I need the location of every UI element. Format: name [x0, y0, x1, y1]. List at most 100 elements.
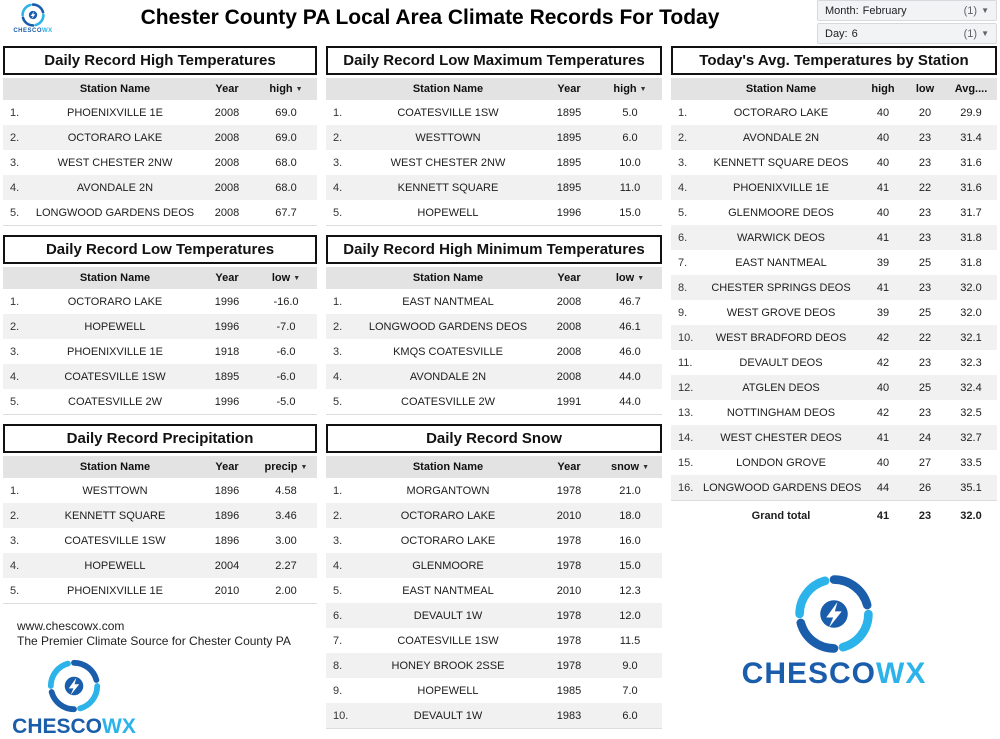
table-cell: 1985 — [556, 684, 582, 697]
column-header[interactable]: high ▼ — [255, 78, 317, 100]
column-header[interactable]: high ▼ — [598, 78, 662, 100]
table-cell: 42 — [876, 406, 890, 419]
sort-arrow-icon: ▼ — [295, 86, 303, 93]
record-precip-card: Daily Record Precipitation Station Name Y… — [3, 424, 317, 604]
table-cell: 1983 — [556, 709, 582, 722]
column-header[interactable]: Year — [540, 78, 598, 100]
table-row: 4. AVONDALE 2N 2008 68.0 — [3, 175, 317, 200]
table-cell: 23 — [918, 206, 932, 219]
table-cell: 2008 — [556, 345, 582, 358]
column-header[interactable] — [3, 456, 31, 478]
table-row: 10. WEST BRADFORD DEOS 42 22 32.1 — [671, 325, 997, 350]
table-cell: HONEY BROOK 2SSE — [391, 659, 505, 672]
table-row: 2. OCTORARO LAKE 2008 69.0 — [3, 125, 317, 150]
table-cell: 5. — [10, 395, 20, 408]
table-cell: 27 — [918, 456, 932, 469]
table-cell: 3. — [333, 534, 343, 547]
table-cell: 10. — [678, 331, 694, 344]
column-header[interactable] — [326, 78, 356, 100]
table-cell: 2008 — [556, 370, 582, 383]
table-cell: 46.7 — [619, 295, 641, 308]
table-cell: AVONDALE 2N — [409, 370, 487, 383]
table-cell: WEST CHESTER 2NW — [390, 156, 506, 169]
table-row: 7. EAST NANTMEAL 39 25 31.8 — [671, 250, 997, 275]
table-cell: 23 — [918, 156, 932, 169]
column-header[interactable] — [3, 267, 31, 289]
table-cell: 40 — [876, 381, 890, 394]
table-title: Daily Record High Minimum Temperatures — [326, 235, 662, 264]
table-cell: 11.0 — [619, 181, 641, 194]
column-header[interactable] — [3, 78, 31, 100]
table-cell: 1978 — [556, 484, 582, 497]
table-cell: 9. — [678, 306, 688, 319]
column-header[interactable]: snow ▼ — [598, 456, 662, 478]
record-snow-card: Daily Record Snow Station Name Year snow ▼ … — [326, 424, 662, 729]
table-cell: 41 — [876, 281, 890, 294]
column-header[interactable]: low ▼ — [255, 267, 317, 289]
column-header[interactable]: Year — [199, 78, 255, 100]
table-row: 1. OCTORARO LAKE 1996 -16.0 — [3, 289, 317, 314]
table-cell: WARWICK DEOS — [736, 231, 825, 244]
sort-arrow-icon: ▼ — [639, 86, 647, 93]
table-cell: 23 — [918, 356, 932, 369]
table-cell: EAST NANTMEAL — [402, 295, 494, 308]
table-cell: 10.0 — [619, 156, 641, 169]
column-header[interactable]: Avg.... — [945, 78, 997, 100]
column-header[interactable]: Year — [540, 456, 598, 478]
column-header[interactable]: Station Name — [31, 267, 199, 289]
column-header[interactable]: Station Name — [356, 456, 540, 478]
month-filter[interactable]: Month: February (1) ▼ — [817, 0, 997, 21]
table-cell: AVONDALE 2N — [76, 181, 154, 194]
table-row: 11. DEVAULT DEOS 42 23 32.3 — [671, 350, 997, 375]
column-header[interactable]: Station Name — [31, 456, 199, 478]
column-header[interactable]: Station Name — [356, 78, 540, 100]
column-header[interactable]: Year — [199, 456, 255, 478]
column-header[interactable] — [326, 456, 356, 478]
table-cell: 1. — [333, 295, 343, 308]
column-header[interactable]: low ▼ — [598, 267, 662, 289]
table-row: 2. HOPEWELL 1996 -7.0 — [3, 314, 317, 339]
table-cell: 32.0 — [960, 281, 982, 294]
table-row: 4. PHOENIXVILLE 1E 41 22 31.6 — [671, 175, 997, 200]
column-header[interactable]: low — [905, 78, 945, 100]
table-cell: 1. — [333, 484, 343, 497]
chescowx-logo-small: CHESCOWX — [12, 2, 54, 35]
table-cell: 3. — [678, 156, 688, 169]
site-footer: www.chescowx.com The Premier Climate Sou… — [3, 613, 317, 649]
column-header[interactable]: high — [861, 78, 905, 100]
table-cell: DEVAULT 1W — [413, 609, 483, 622]
table-cell: PHOENIXVILLE 1E — [67, 106, 163, 119]
table-cell: PHOENIXVILLE 1E — [733, 181, 829, 194]
table-cell: 1895 — [556, 131, 582, 144]
table-cell: WEST BRADFORD DEOS — [715, 331, 847, 344]
table-cell: NOTTINGHAM DEOS — [726, 406, 836, 419]
table-cell: 1996 — [214, 395, 240, 408]
column-header[interactable] — [326, 267, 356, 289]
column-header[interactable]: Station Name — [356, 267, 540, 289]
table-cell: 12.0 — [619, 609, 641, 622]
record-high-card: Daily Record High Temperatures Station N… — [3, 46, 317, 226]
column-header[interactable]: Year — [540, 267, 598, 289]
table-cell: 16.0 — [619, 534, 641, 547]
column-header[interactable]: Year — [199, 267, 255, 289]
table-cell: 44.0 — [619, 395, 641, 408]
table-cell: 8. — [333, 659, 343, 672]
table-row: 8. CHESTER SPRINGS DEOS 41 23 32.0 — [671, 275, 997, 300]
table-cell: 25 — [918, 306, 932, 319]
table-cell: 69.0 — [275, 131, 297, 144]
column-header[interactable]: Station Name — [31, 78, 199, 100]
column-header[interactable] — [671, 78, 701, 100]
table-cell: 23 — [918, 231, 932, 244]
table-cell: GLENMOORE DEOS — [728, 206, 834, 219]
record-low-max-table: Station Name Year high ▼ 1. COATESVILLE 1SW 1… — [326, 78, 662, 226]
table-cell: 5. — [333, 395, 343, 408]
filter-value: 6 — [851, 27, 858, 40]
column-header[interactable]: precip ▼ — [255, 456, 317, 478]
table-cell: PHOENIXVILLE 1E — [67, 584, 163, 597]
table-cell: COATESVILLE 2W — [401, 395, 495, 408]
table-cell: HOPEWELL — [417, 206, 479, 219]
day-filter[interactable]: Day: 6 (1) ▼ — [817, 23, 997, 44]
table-cell: 10. — [333, 709, 349, 722]
table-cell: 4. — [333, 370, 343, 383]
column-header[interactable]: Station Name — [701, 78, 861, 100]
